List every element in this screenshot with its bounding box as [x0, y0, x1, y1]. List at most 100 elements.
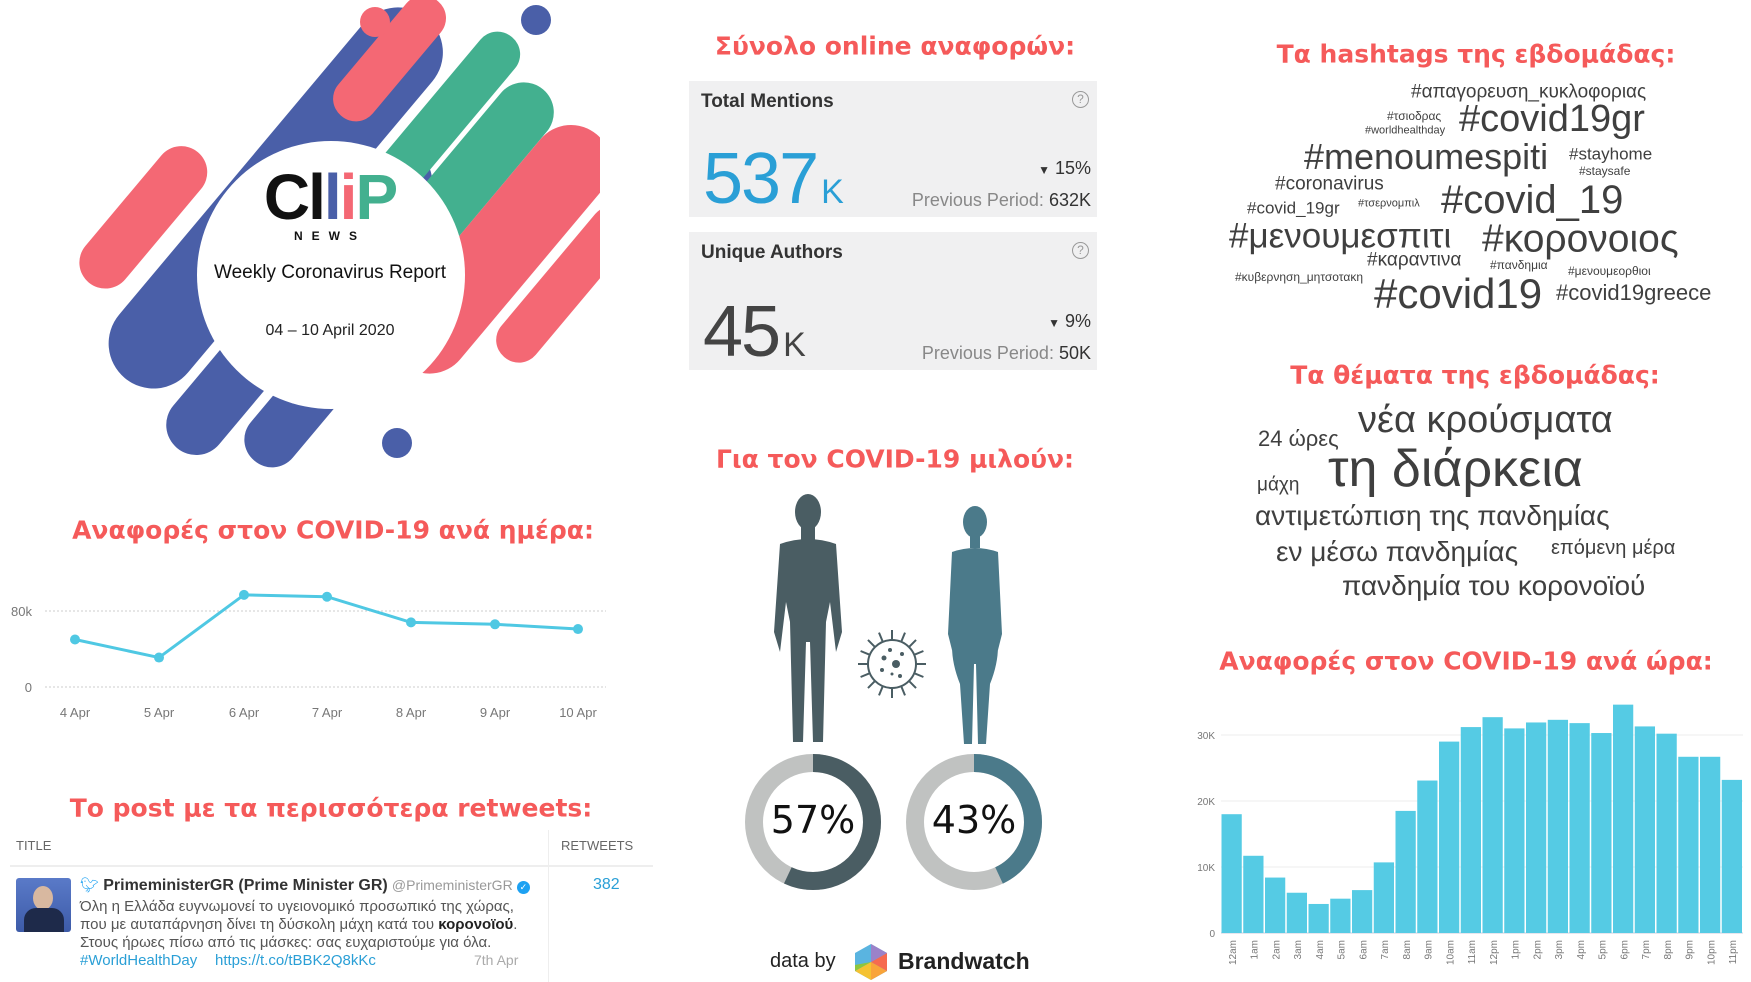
x-tick-label: 7 Apr [312, 705, 343, 720]
x-tick-label: 12am [1228, 940, 1239, 965]
donut-fill [906, 754, 1042, 890]
y-tick-label: 80k [11, 604, 32, 619]
topic: επόμενη μέρα [1551, 537, 1676, 559]
retweet-count: 382 [593, 876, 620, 893]
hashtag: #covid_19gr [1247, 198, 1340, 218]
virus-spike [913, 650, 924, 656]
hashtag: #μενουμεορθιοι [1568, 264, 1651, 278]
data-point [239, 589, 249, 600]
column-divider [548, 830, 549, 982]
x-tick-label: 9pm [1685, 940, 1696, 959]
x-tick-label: 1pm [1511, 940, 1522, 959]
male-share-donut [745, 754, 881, 890]
bar [1460, 727, 1481, 933]
table-row[interactable]: 🐦︎ PrimeministerGR (Prime Minister GR) @… [80, 876, 530, 895]
help-icon[interactable]: ? [1072, 242, 1089, 259]
data-point [70, 634, 80, 645]
bar [1265, 877, 1286, 933]
data-point [490, 619, 500, 630]
hashtag: #πανδημια [1490, 258, 1548, 272]
hashtag: #coronavirus [1275, 173, 1384, 195]
data-point [573, 624, 583, 635]
hourly-mentions-bar-chart: 0 10K 20K 30K 12am 1am 2am 3am 4am 5am 6am 7am 8am 9a… [1197, 704, 1743, 965]
hashtag: #covid19 [1374, 270, 1543, 317]
bar [1308, 903, 1329, 933]
x-tick-label: 5pm [1598, 940, 1609, 959]
bar [1569, 723, 1590, 933]
daily-mentions-title: Αναφορές στον COVID-19 ανά ημέρα: [72, 515, 594, 545]
bar [1504, 728, 1525, 933]
report-title: Weekly Coronavirus Report [214, 262, 446, 283]
female-share-donut [906, 754, 1042, 890]
hourly-mentions-title: Αναφορές στον COVID-19 ανά ώρα: [1219, 646, 1713, 676]
hashtag: #menoumespiti [1304, 136, 1549, 177]
y-tick-label: 0 [1209, 929, 1215, 940]
virus-spike [878, 632, 884, 643]
bar [1243, 855, 1264, 933]
hashtag: #covid19gr [1459, 98, 1645, 140]
help-icon[interactable]: ? [1072, 91, 1089, 108]
topics-title: Τα θέματα της εβδομάδας: [1290, 360, 1660, 390]
column-header-title: TITLE [16, 838, 52, 853]
tweet-text-line: που με αυταπάρνηση δίνει τη δύσκολη μάχη… [80, 916, 518, 933]
female-silhouette-icon [948, 506, 1002, 744]
x-tick-label: 6pm [1619, 940, 1630, 959]
bar [1373, 862, 1394, 933]
previous-period: Previous Period: 50K [921, 343, 1091, 363]
line-series [74, 593, 579, 660]
bar [1286, 892, 1307, 933]
tweet-url-link[interactable]: https://t.co/tBBK2Q8kKc [215, 952, 376, 969]
bar [1526, 722, 1547, 933]
hashtag: #τσιοδρας [1387, 109, 1442, 123]
x-tick-label: 10pm [1706, 940, 1717, 965]
top-post-title: Το post με τα περισσότερα retweets: [69, 793, 593, 823]
column-header-retweets: RETWEETS [561, 838, 634, 853]
hashtag: #staysafe [1579, 164, 1631, 178]
unique-authors-card: Unique Authors ? 45 K ▼ 9% Previous Perio… [689, 232, 1097, 370]
x-tick-label: 7pm [1641, 940, 1652, 959]
male-percentage: 57% [770, 798, 856, 842]
bar [1547, 719, 1568, 933]
y-tick-label: 20K [1197, 797, 1215, 808]
hashtag: #κυβερνηση_μητσοτακη [1235, 270, 1363, 284]
x-tick-label: 5am [1337, 940, 1348, 959]
verified-badge-icon: ✓ [516, 881, 530, 894]
x-tick-label: 10 Apr [559, 705, 597, 720]
bar [1656, 733, 1677, 933]
author-handle[interactable]: @PrimeministerGR [391, 877, 513, 893]
data-point [154, 652, 164, 663]
x-tick-label: 3am [1293, 940, 1304, 959]
tweet-hashtag-link[interactable]: #WorldHealthDay [80, 952, 198, 969]
card-label: Total Mentions [701, 91, 834, 112]
card-label: Unique Authors [701, 242, 843, 263]
y-tick-label: 10K [1197, 863, 1215, 874]
gender-title: Για τον COVID-19 μιλούν: [715, 444, 1075, 474]
x-tick-label: 2am [1271, 940, 1282, 959]
topic: νέα κρούσματα [1358, 399, 1613, 441]
topic: μάχη [1257, 474, 1300, 496]
tweet-text-line: Όλη η Ελλάδα ευγνωμονεί το υγειονομικό π… [80, 898, 514, 915]
x-tick-label: 7am [1380, 940, 1391, 959]
bar [1482, 717, 1503, 933]
x-tick-label: 12pm [1489, 940, 1500, 965]
virus-spike [867, 639, 876, 648]
bar [1395, 810, 1416, 933]
hashtag: #covid_19 [1441, 178, 1624, 222]
topic: τη διάρκεια [1328, 440, 1583, 498]
x-tick-label: 2pm [1532, 940, 1543, 959]
bar [1330, 898, 1351, 933]
report-date-range: 04 – 10 April 2020 [265, 322, 395, 339]
hashtag: #μενουμεσπιτι [1229, 216, 1452, 256]
change-indicator: ▼ 15% [1038, 158, 1091, 178]
hashtag: #worldhealthday [1365, 124, 1446, 137]
author-name[interactable]: PrimeministerGR (Prime Minister GR) [103, 877, 388, 894]
hashtag: #τσερνομπιλ [1358, 197, 1420, 210]
male-silhouette-icon [774, 494, 842, 742]
report-cover-graphic [60, 0, 635, 494]
bar [1634, 726, 1655, 933]
data-point [406, 617, 416, 628]
data-by-label: data by [770, 950, 836, 972]
bar [1417, 780, 1438, 933]
virus-spike [860, 650, 871, 656]
bar [1352, 890, 1373, 933]
